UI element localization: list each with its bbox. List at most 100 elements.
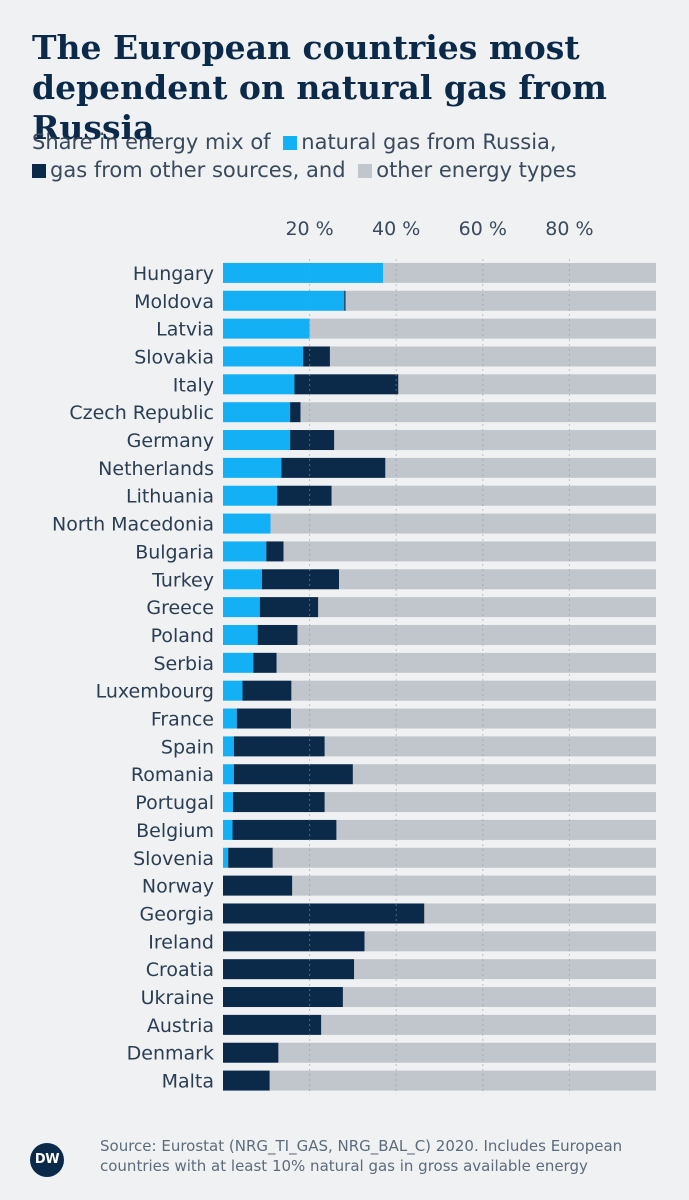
stacked-bar-chart: 20 % 40 % 60 % 80 % Hungary Moldova Latvia Slov… — [52, 218, 656, 1095]
bar-segment — [261, 569, 340, 590]
category-label: Latvia — [156, 319, 214, 341]
bar-segment — [292, 875, 656, 896]
bars-group — [223, 262, 656, 1091]
legend-swatch-russia — [283, 136, 298, 150]
category-label: Bulgaria — [135, 541, 214, 563]
bar-segment — [276, 652, 656, 673]
bar-segment — [223, 569, 262, 590]
bar-segment — [318, 597, 656, 618]
bar-segment — [223, 513, 271, 534]
bar-segment — [242, 680, 292, 701]
bar-segment — [290, 430, 335, 451]
bar-segment — [223, 485, 278, 506]
category-label: Netherlands — [98, 458, 214, 480]
category-label: Lithuania — [126, 486, 214, 508]
bar-segment — [398, 374, 656, 395]
legend-swatch-other-gas — [32, 164, 46, 178]
bar-segment — [223, 931, 365, 952]
bar-segment — [294, 374, 399, 395]
bar-segment — [290, 402, 301, 423]
bar-segment — [321, 1014, 656, 1035]
legend-label-russia: natural gas from Russia, — [301, 130, 557, 154]
bar-segment — [342, 987, 656, 1008]
category-label: Georgia — [140, 903, 215, 925]
bar-segment — [223, 262, 384, 283]
bar-segment — [223, 987, 343, 1008]
category-label: Denmark — [127, 1043, 214, 1065]
category-label: France — [151, 709, 214, 731]
category-label: Luxembourg — [96, 681, 214, 703]
bar-segment — [291, 680, 656, 701]
bar-segment — [309, 318, 656, 339]
category-label: North Macedonia — [52, 514, 214, 536]
bar-segment — [233, 736, 325, 757]
bar-segment — [223, 1014, 322, 1035]
bar-segment — [364, 931, 656, 952]
bar-segment — [228, 847, 273, 868]
category-label: Portugal — [135, 792, 214, 814]
bar-segment — [223, 959, 355, 980]
category-label: Slovenia — [133, 848, 214, 870]
category-label: Ukraine — [141, 987, 214, 1009]
x-tick-label: 40 % — [372, 218, 420, 240]
legend-row-1: Share in energy mix of natural gas from … — [32, 128, 672, 156]
bar-segment — [334, 430, 656, 451]
bar-segment — [257, 624, 298, 645]
category-label: Norway — [142, 876, 214, 898]
bar-segment — [223, 374, 295, 395]
bar-segment — [385, 457, 656, 478]
legend-label-other-gas: gas from other sources, and — [50, 158, 346, 182]
bar-segment — [269, 1070, 656, 1091]
bar-segment — [223, 819, 233, 840]
category-label: Italy — [173, 374, 214, 396]
bar-segment — [232, 792, 325, 813]
bar-segment — [344, 290, 346, 311]
bar-segment — [223, 708, 237, 729]
bar-segment — [424, 903, 656, 924]
bar-segment — [329, 346, 656, 367]
bar-segment — [223, 346, 304, 367]
bar-segment — [297, 624, 656, 645]
category-label: Czech Republic — [69, 402, 214, 424]
category-label: Serbia — [153, 653, 214, 675]
bar-segment — [223, 680, 243, 701]
bar-segment — [331, 485, 656, 506]
bar-segment — [223, 875, 293, 896]
bar-segment — [223, 792, 233, 813]
bar-segment — [223, 1070, 270, 1091]
x-tick-label: 80 % — [545, 218, 593, 240]
category-label: Croatia — [146, 959, 214, 981]
bar-segment — [345, 290, 656, 311]
category-label: Romania — [131, 764, 214, 786]
bar-segment — [324, 736, 656, 757]
bar-segment — [339, 569, 656, 590]
legend-label-other-energy: other energy types — [376, 158, 577, 182]
bar-segment — [223, 652, 254, 673]
bar-segment — [223, 430, 291, 451]
x-tick-label: 60 % — [459, 218, 507, 240]
bar-segment — [383, 262, 656, 283]
bar-segment — [253, 652, 277, 673]
source-note: Source: Eurostat (NRG_TI_GAS, NRG_BAL_C)… — [100, 1137, 623, 1175]
bar-segment — [223, 736, 234, 757]
bar-segment — [223, 457, 282, 478]
x-tick-label: 20 % — [285, 218, 333, 240]
bar-segment — [223, 624, 258, 645]
bar-segment — [352, 764, 656, 785]
category-label: Slovakia — [134, 346, 214, 368]
bar-segment — [303, 346, 330, 367]
category-label: Malta — [162, 1071, 214, 1093]
bar-segment — [223, 764, 234, 785]
bar-segment — [290, 708, 656, 729]
category-label: Belgium — [136, 820, 214, 842]
bar-segment — [270, 513, 656, 534]
category-label: Greece — [146, 597, 214, 619]
bar-segment — [278, 1042, 656, 1063]
bar-segment — [259, 597, 319, 618]
bar-segment — [300, 402, 656, 423]
category-label: Germany — [127, 430, 214, 452]
category-label: Hungary — [133, 263, 214, 285]
category-label: Moldova — [134, 291, 214, 313]
legend-prefix: Share in energy mix of — [32, 130, 271, 154]
bar-segment — [233, 764, 353, 785]
